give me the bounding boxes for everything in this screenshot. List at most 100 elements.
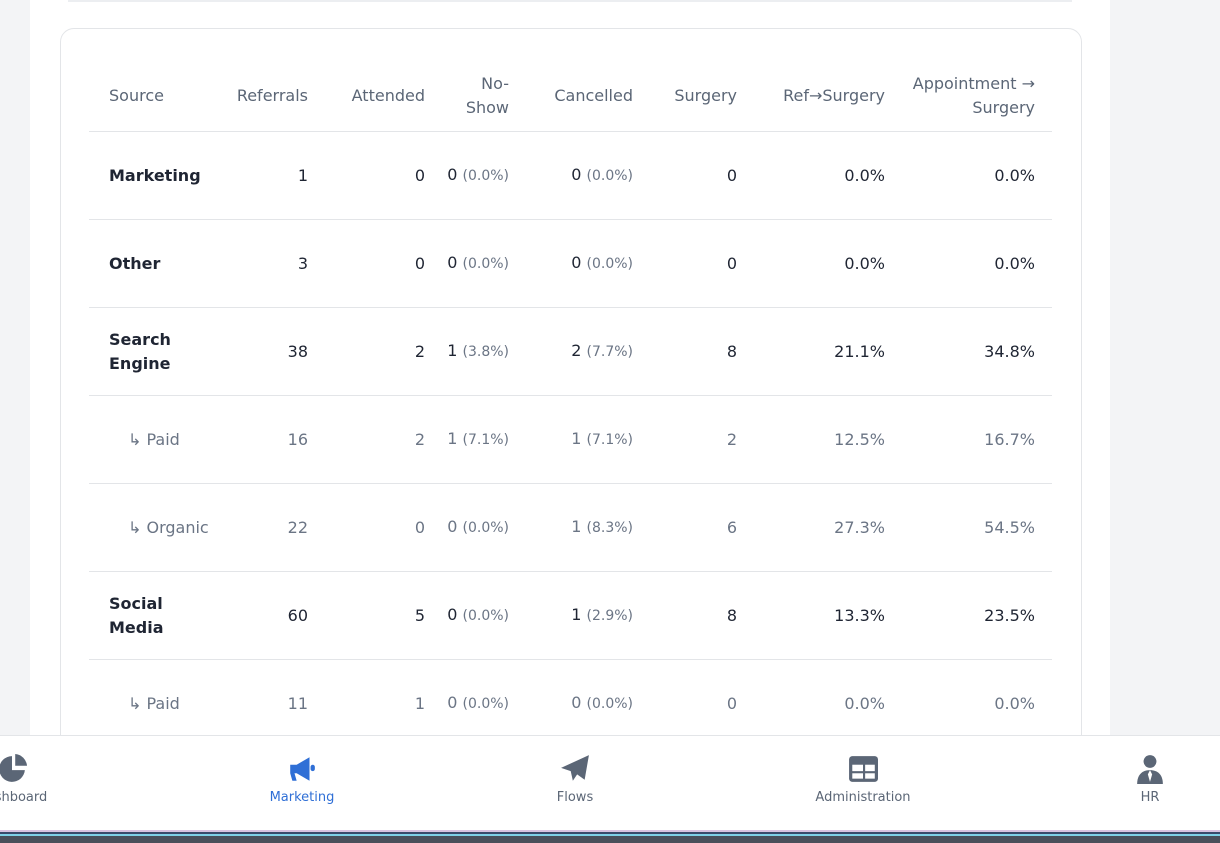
cell: 34.8% xyxy=(902,307,1052,396)
cell: 0 (0.0%) xyxy=(442,131,526,220)
column-header[interactable]: Source xyxy=(89,61,230,132)
cell: 27.3% xyxy=(754,483,902,572)
cell: 0 (0.0%) xyxy=(442,571,526,660)
cell: 0.0% xyxy=(902,659,1052,748)
count: 1 xyxy=(571,429,582,448)
nav-label: Flows xyxy=(556,790,594,805)
cell: 23.5% xyxy=(902,571,1052,660)
cell: 1 (7.1%) xyxy=(442,395,526,484)
percent: (0.0%) xyxy=(586,256,634,272)
top-divider xyxy=(68,0,1072,2)
cell: 1 xyxy=(230,131,325,220)
nav-item[interactable]: Marketing xyxy=(222,754,382,805)
cell: 1 (7.1%) xyxy=(526,395,650,484)
cell: 0.0% xyxy=(754,219,902,308)
cell: 0 xyxy=(325,219,442,308)
cell: 5 xyxy=(325,571,442,660)
table-row: ↳ Paid 11 1 0 (0.0%) 0 (0.0%) 0 0.0% 0.0% xyxy=(89,659,1052,748)
percent: (3.8%) xyxy=(462,344,510,360)
percent: (0.0%) xyxy=(462,256,510,272)
percent: (2.9%) xyxy=(586,608,634,624)
cell: 60 xyxy=(230,571,325,660)
cell: 16 xyxy=(230,395,325,484)
table-row: ↳ Organic 22 0 0 (0.0%) 1 (8.3%) 6 27.3% 54.5% xyxy=(89,483,1052,572)
nav-label: Marketing xyxy=(269,790,335,805)
header-row: Source Referrals Attended No-Show Cancelled S… xyxy=(89,61,1052,132)
cell: 22 xyxy=(230,483,325,572)
percent: (0.0%) xyxy=(462,696,510,712)
cell: 0.0% xyxy=(754,659,902,748)
table-body: Marketing 1 0 0 (0.0%) 0 (0.0%) 0 0.0% 0.0% Othe… xyxy=(89,131,1052,748)
cell: 0.0% xyxy=(902,219,1052,308)
nav-icon xyxy=(290,757,315,781)
table-row: Social Media 60 5 0 (0.0%) 1 (2.9%) 8 13.3% 23.… xyxy=(89,571,1052,660)
cell: 0 (0.0%) xyxy=(526,131,650,220)
column-header[interactable]: Surgery xyxy=(650,61,754,132)
cell: 0 (0.0%) xyxy=(442,483,526,572)
cell: 16.7% xyxy=(902,395,1052,484)
count: 1 xyxy=(571,517,582,536)
count: 0 xyxy=(571,165,582,184)
cell: 0.0% xyxy=(902,131,1052,220)
cell: 54.5% xyxy=(902,483,1052,572)
cell: 2 xyxy=(650,395,754,484)
cell: 38 xyxy=(230,307,325,396)
cell: 3 xyxy=(230,219,325,308)
column-header[interactable]: Cancelled xyxy=(526,61,650,132)
cell: 0 (0.0%) xyxy=(526,659,650,748)
source-table: Source Referrals Attended No-Show Cancelled S… xyxy=(89,61,1052,748)
nav-item[interactable]: Administration xyxy=(783,754,943,805)
percent: (0.0%) xyxy=(462,520,510,536)
column-header[interactable]: No-Show xyxy=(442,61,526,132)
column-header[interactable]: Ref→Surgery xyxy=(754,61,902,132)
count: 0 xyxy=(447,693,458,712)
column-header[interactable]: Appointment → Surgery xyxy=(902,61,1052,132)
source-cell: ↳ Organic xyxy=(89,483,230,572)
percent: (7.1%) xyxy=(462,432,510,448)
percent: (7.7%) xyxy=(586,344,634,360)
cell: 0 (0.0%) xyxy=(442,219,526,308)
source-cell: Search Engine xyxy=(89,307,230,396)
count: 1 xyxy=(571,605,582,624)
table-card: Source Referrals Attended No-Show Cancelled S… xyxy=(60,28,1082,830)
cell: 2 (7.7%) xyxy=(526,307,650,396)
cell: 8 xyxy=(650,571,754,660)
column-header[interactable]: Attended xyxy=(325,61,442,132)
nav-item[interactable]: Dashboard xyxy=(0,754,92,805)
nav-item[interactable]: Flows xyxy=(495,754,655,805)
percent: (0.0%) xyxy=(586,168,634,184)
column-header[interactable]: Referrals xyxy=(230,61,325,132)
cell: 2 xyxy=(325,395,442,484)
percent: (0.0%) xyxy=(462,608,510,624)
cell: 21.1% xyxy=(754,307,902,396)
cell: 1 (8.3%) xyxy=(526,483,650,572)
cell: 1 (2.9%) xyxy=(526,571,650,660)
source-cell: ↳ Paid xyxy=(89,395,230,484)
table-row: ↳ Paid 16 2 1 (7.1%) 1 (7.1%) 2 12.5% 16.7% xyxy=(89,395,1052,484)
table-row: Marketing 1 0 0 (0.0%) 0 (0.0%) 0 0.0% 0.0% xyxy=(89,131,1052,220)
content-panel: Source Referrals Attended No-Show Cancelled S… xyxy=(30,0,1110,843)
nav-item[interactable]: HR xyxy=(1070,754,1220,805)
cell: 1 (3.8%) xyxy=(442,307,526,396)
cell: 8 xyxy=(650,307,754,396)
percent: (8.3%) xyxy=(586,520,634,536)
nav-icon xyxy=(561,755,589,781)
percent: (7.1%) xyxy=(586,432,634,448)
table-row: Other 3 0 0 (0.0%) 0 (0.0%) 0 0.0% 0.0% xyxy=(89,219,1052,308)
count: 0 xyxy=(447,605,458,624)
cell: 13.3% xyxy=(754,571,902,660)
cell: 0 xyxy=(650,131,754,220)
cell: 0 xyxy=(325,483,442,572)
nav-icon xyxy=(849,756,878,782)
percent: (0.0%) xyxy=(586,696,634,712)
source-cell: ↳ Paid xyxy=(89,659,230,748)
percent: (0.0%) xyxy=(462,168,510,184)
cell: 0.0% xyxy=(754,131,902,220)
count: 0 xyxy=(447,253,458,272)
nav-icon xyxy=(0,754,27,782)
bottom-nav: Dashboard Marketing Flows Administration HR xyxy=(0,735,1220,831)
count: 0 xyxy=(571,693,582,712)
source-cell: Other xyxy=(89,219,230,308)
count: 0 xyxy=(447,517,458,536)
